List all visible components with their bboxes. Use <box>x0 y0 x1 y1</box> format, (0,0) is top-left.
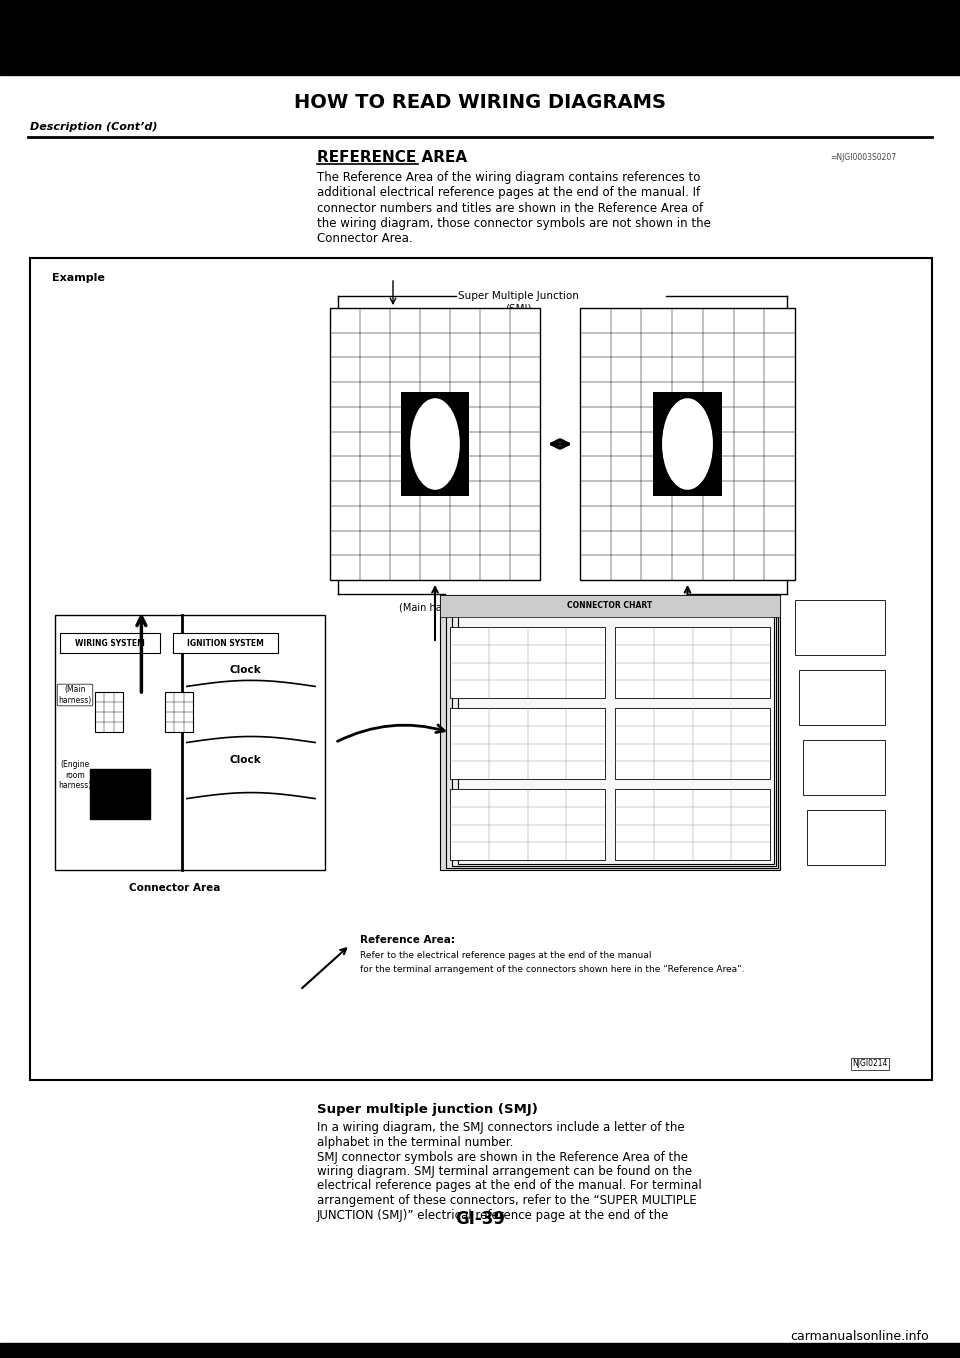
Text: Example: Example <box>52 273 105 282</box>
Ellipse shape <box>661 398 713 490</box>
Text: arrangement of these connectors, refer to the “SUPER MULTIPLE: arrangement of these connectors, refer t… <box>317 1194 697 1207</box>
Text: Connector Area: Connector Area <box>130 883 221 894</box>
Text: carmanualsonline.info: carmanualsonline.info <box>791 1329 929 1343</box>
Text: REFERENCE AREA: REFERENCE AREA <box>317 149 467 164</box>
Bar <box>55 615 325 870</box>
Text: GI-39: GI-39 <box>455 1210 505 1229</box>
Bar <box>580 308 795 580</box>
Ellipse shape <box>410 398 461 490</box>
Text: In a wiring diagram, the SMJ connectors include a letter of the: In a wiring diagram, the SMJ connectors … <box>317 1122 684 1134</box>
Text: for the terminal arrangement of the connectors shown here in the “Reference Area: for the terminal arrangement of the conn… <box>360 966 745 975</box>
Text: =NJGI0003S0207: =NJGI0003S0207 <box>830 152 896 162</box>
Text: (Engine
room
harness): (Engine room harness) <box>59 760 91 790</box>
Bar <box>807 809 885 865</box>
Text: (SMJ): (SMJ) <box>505 304 532 314</box>
Text: Clock: Clock <box>229 665 261 675</box>
Bar <box>0 0 960 75</box>
Text: the wiring diagram, those connector symbols are not shown in the: the wiring diagram, those connector symb… <box>317 217 710 230</box>
Bar <box>615 789 770 860</box>
Bar <box>615 627 770 698</box>
Text: IGNITION SYSTEM: IGNITION SYSTEM <box>186 638 263 648</box>
Text: SMJ connector symbols are shown in the Reference Area of the: SMJ connector symbols are shown in the R… <box>317 1150 687 1164</box>
Bar <box>90 769 150 819</box>
Bar <box>446 599 778 868</box>
Bar <box>440 595 780 870</box>
Bar <box>173 633 278 653</box>
Text: electrical reference pages at the end of the manual. For terminal: electrical reference pages at the end of… <box>317 1180 702 1192</box>
Text: (Engine room harness): (Engine room harness) <box>632 603 743 612</box>
Bar <box>795 600 885 655</box>
Bar <box>0 1343 960 1358</box>
Text: NJGI0214: NJGI0214 <box>852 1059 888 1069</box>
Bar <box>440 595 780 617</box>
Bar <box>803 740 885 794</box>
Bar <box>401 392 468 496</box>
Bar <box>458 607 774 864</box>
Text: (Main
harness): (Main harness) <box>59 686 91 705</box>
Bar <box>95 691 123 732</box>
Text: wiring diagram. SMJ terminal arrangement can be found on the: wiring diagram. SMJ terminal arrangement… <box>317 1165 692 1177</box>
Text: additional electrical reference pages at the end of the manual. If: additional electrical reference pages at… <box>317 186 700 200</box>
Bar <box>450 627 605 698</box>
Text: Description (Cont’d): Description (Cont’d) <box>30 122 157 132</box>
Text: CONNECTOR CHART: CONNECTOR CHART <box>567 602 653 611</box>
Text: Super multiple junction (SMJ): Super multiple junction (SMJ) <box>317 1104 538 1116</box>
Text: (Main harness): (Main harness) <box>398 603 471 612</box>
Text: Super Multiple Junction: Super Multiple Junction <box>458 291 579 301</box>
Bar <box>30 258 932 1080</box>
Text: The Reference Area of the wiring diagram contains references to: The Reference Area of the wiring diagram… <box>317 171 700 183</box>
Text: connector numbers and titles are shown in the Reference Area of: connector numbers and titles are shown i… <box>317 201 703 215</box>
Text: Clock: Clock <box>229 755 261 765</box>
Text: alphabet in the terminal number.: alphabet in the terminal number. <box>317 1137 514 1149</box>
Text: Connector Area.: Connector Area. <box>317 232 413 246</box>
Bar <box>615 708 770 779</box>
Bar <box>450 789 605 860</box>
Bar <box>60 633 160 653</box>
Bar <box>799 669 885 725</box>
Text: HOW TO READ WIRING DIAGRAMS: HOW TO READ WIRING DIAGRAMS <box>294 94 666 113</box>
Bar <box>330 308 540 580</box>
Text: Reference Area:: Reference Area: <box>360 936 455 945</box>
Text: WIRING SYSTEM: WIRING SYSTEM <box>75 638 145 648</box>
Bar <box>653 392 722 496</box>
Text: Refer to the electrical reference pages at the end of the manual: Refer to the electrical reference pages … <box>360 951 652 960</box>
Bar <box>165 691 193 732</box>
Bar <box>450 708 605 779</box>
Text: JUNCTION (SMJ)” electrical reference page at the end of the: JUNCTION (SMJ)” electrical reference pag… <box>317 1209 669 1221</box>
Bar <box>452 603 776 866</box>
